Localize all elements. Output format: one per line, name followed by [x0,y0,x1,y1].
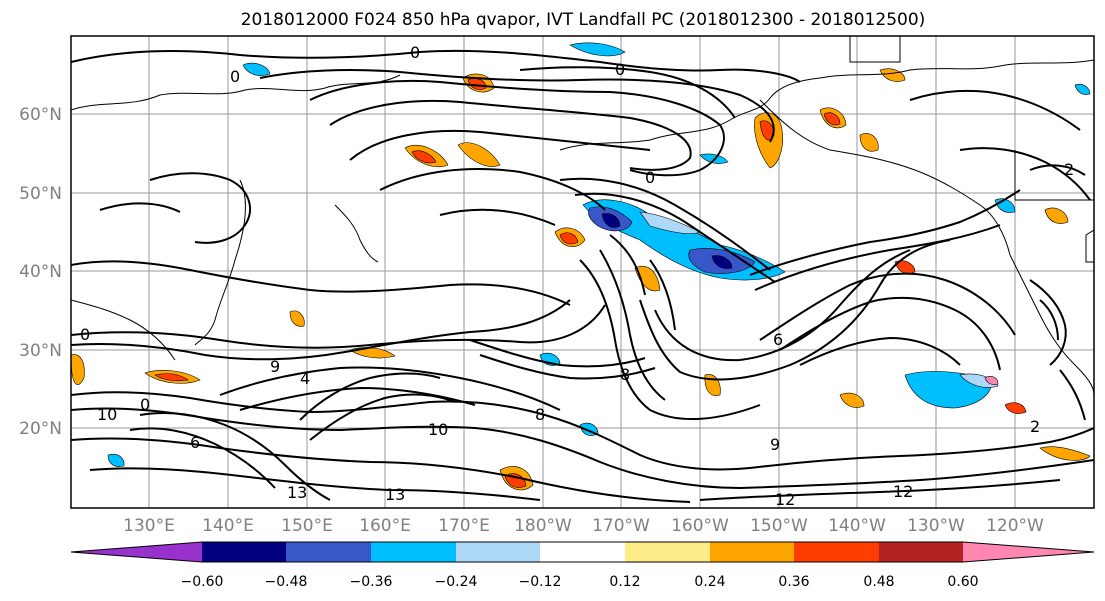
contour-label: 4 [300,369,310,388]
contour-label: 2 [1030,417,1040,436]
contour-label: 13 [385,485,405,504]
latitude-labels: 60°N 50°N 40°N 30°N 20°N [19,105,62,439]
qvapor-anomaly-fill [71,42,1091,491]
lon-label: 150°W [750,516,808,536]
lon-label: 150°E [281,516,333,536]
colorbar-cells [70,541,1095,563]
colorbar-cell [963,542,1094,562]
contour-label: 0 [140,395,150,414]
colorbar-cell [710,542,794,562]
colorbar-cell [794,542,879,562]
contour-label: 0 [645,168,655,187]
lon-label: 160°E [359,516,411,536]
contour-label: 10 [97,405,117,424]
colorbar-tick-label: 0.12 [609,574,640,590]
colorbar-cell [540,542,625,562]
lat-label: 50°N [19,184,62,204]
contour-label: 2 [1064,160,1074,179]
contour-label: 0 [615,60,625,79]
contour-label: 6 [773,330,783,349]
lon-label: 170°E [438,516,490,536]
contour-label: 0 [80,325,90,344]
contour-label: 12 [893,482,913,501]
colorbar-cell [625,542,710,562]
lat-label: 20°N [19,419,62,439]
lat-label: 40°N [19,262,62,282]
lon-label: 140°E [202,516,254,536]
coastlines [71,36,1094,396]
map-panel: 0 0 0 0 0 0 2 2 4 6 6 8 8 9 9 10 10 12 1… [70,35,1095,509]
contour-label: 9 [770,435,780,454]
contour-label: 13 [287,483,307,502]
contour-labels: 0 0 0 0 0 0 2 2 4 6 6 8 8 9 9 10 10 12 1… [80,43,1074,509]
colorbar-tick-label: 0.24 [694,574,725,590]
contour-label: 6 [190,433,200,452]
contour-label: 8 [535,405,545,424]
lat-label: 60°N [19,105,62,125]
ivt-contours [71,49,1094,503]
contour-label: 0 [230,67,240,86]
colorbar-cell [371,542,456,562]
colorbar-tick-label: 0.36 [778,574,809,590]
map-background [71,36,1094,508]
lon-label: 180°W [514,516,572,536]
colorbar-tick-label: 0.60 [947,574,978,590]
colorbar-tick-label: −0.12 [519,574,562,590]
lat-label: 30°N [19,341,62,361]
colorbar-cell [879,542,963,562]
lon-label: 160°W [671,516,729,536]
longitude-labels: 130°E 140°E 150°E 160°E 170°E 180°W 170°… [123,516,1044,536]
colorbar-tick-labels: −0.60 −0.48 −0.36 −0.24 −0.12 0.12 0.24 … [181,574,979,590]
contour-label: 8 [620,365,630,384]
lon-label: 130°E [123,516,175,536]
lon-label: 140°W [828,516,886,536]
colorbar-outline [70,541,1095,563]
contour-label: 12 [775,490,795,509]
figure-title: 2018012000 F024 850 hPa qvapor, IVT Land… [241,10,926,30]
colorbar-cell [456,542,540,562]
map-frame [70,35,1095,509]
colorbar-cell [286,542,371,562]
contour-label: 10 [428,420,448,439]
colorbar: −0.60 −0.48 −0.36 −0.24 −0.12 0.12 0.24 … [70,541,1095,590]
contour-label: 0 [410,43,420,62]
colorbar-tick-label: −0.36 [350,574,393,590]
lon-label: 170°W [592,516,650,536]
lon-label: 130°W [907,516,965,536]
colorbar-tick-label: 0.48 [863,574,894,590]
contour-label: 9 [270,357,280,376]
colorbar-cell [71,542,202,562]
colorbar-cell [202,542,286,562]
colorbar-tick-label: −0.60 [181,574,224,590]
lon-label: 120°W [986,516,1044,536]
colorbar-tick-label: −0.48 [265,574,308,590]
colorbar-tick-label: −0.24 [435,574,478,590]
